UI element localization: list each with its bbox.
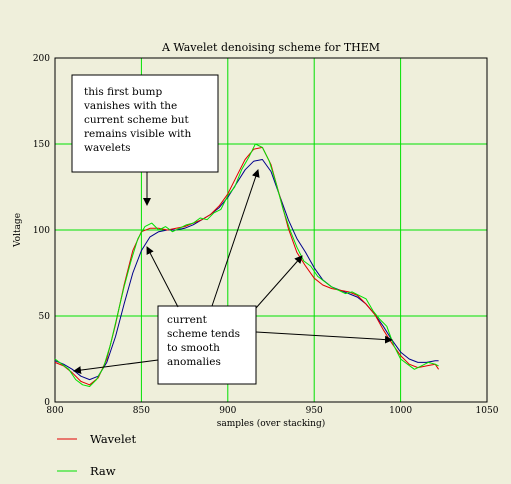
- x-tick-label: 900: [219, 406, 236, 416]
- annotation-line: vanishes with the: [83, 100, 177, 112]
- annotation-arrows: [73, 169, 393, 375]
- annotation-line: this first bump: [84, 86, 162, 98]
- annotation-first-bump: this first bump vanishes with the curren…: [71, 74, 219, 173]
- x-tick-label: 1050: [476, 406, 499, 416]
- legend: Wavelet Raw: [57, 432, 136, 478]
- annotation-line: scheme tends: [167, 328, 240, 340]
- y-tick-label: 150: [33, 140, 50, 150]
- tick-layer: 800 850 900 950 1000 1050 0 50 100 150 200: [33, 54, 499, 416]
- annotation-line: anomalies: [167, 356, 221, 368]
- annotation-line: current: [167, 314, 208, 326]
- x-tick-label: 850: [133, 406, 150, 416]
- legend-label-raw: Raw: [90, 464, 116, 478]
- annotation-current-scheme: current scheme tends to smooth anomalies: [157, 305, 257, 385]
- chart-title: A Wavelet denoising scheme for THEM: [161, 41, 380, 54]
- plot-frame: [54, 57, 488, 403]
- annotation-line: remains visible with: [84, 128, 192, 140]
- arrow: [255, 331, 393, 344]
- x-tick-label: 950: [306, 406, 323, 416]
- annotation-line: current scheme but: [84, 114, 189, 126]
- x-tick-label: 800: [46, 406, 63, 416]
- y-axis-label: Voltage: [13, 213, 23, 248]
- y-tick-label: 200: [33, 54, 50, 64]
- arrow: [255, 255, 303, 309]
- x-tick-label: 1000: [389, 406, 412, 416]
- series-line-raw: [54, 143, 439, 387]
- y-tick-label: 50: [39, 312, 51, 322]
- x-axis-label: samples (over stacking): [217, 418, 326, 429]
- annotation-box: [157, 305, 257, 385]
- annotation-box: [71, 74, 219, 173]
- annotation-line: wavelets: [84, 142, 131, 154]
- arrow: [211, 169, 260, 307]
- y-tick-label: 100: [33, 226, 50, 236]
- annotation-line: to smooth: [167, 342, 220, 354]
- series-layer: [54, 143, 440, 387]
- arrow: [146, 246, 179, 308]
- arrow: [73, 359, 159, 375]
- legend-label-wavelet: Wavelet: [90, 432, 136, 446]
- series-line-current-scheme: [54, 159, 439, 381]
- y-tick-label: 0: [44, 398, 50, 408]
